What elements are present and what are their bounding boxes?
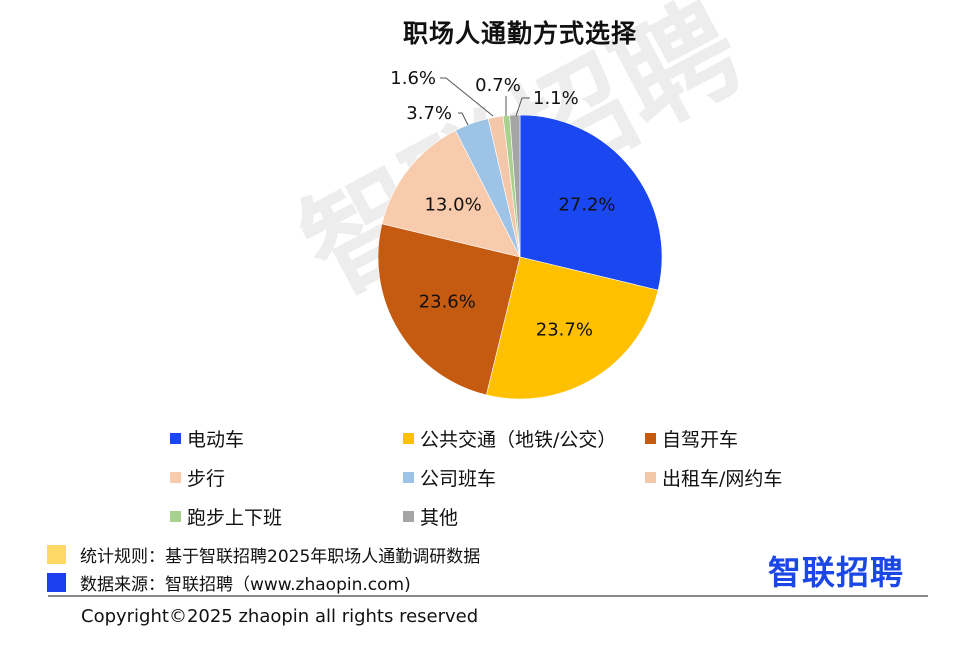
slice-label: 27.2% [558, 194, 615, 215]
slice-label: 23.6% [419, 291, 476, 312]
leader-line [440, 77, 494, 117]
legend-swatch [403, 433, 414, 444]
legend-item-ebike: 电动车 [170, 425, 244, 452]
slice-label: 1.1% [533, 88, 579, 109]
legend-swatch [645, 472, 656, 483]
pie-slice [486, 256, 659, 400]
legend-item-driving: 自驾开车 [645, 425, 738, 452]
leader-line [515, 97, 530, 117]
chart-title: 职场人通勤方式选择 [402, 19, 637, 48]
stat-rule-note: 统计规则：基于智联招聘2025年职场人通勤调研数据 [47, 542, 480, 567]
legend-swatch [170, 472, 181, 483]
legend-item-shuttle: 公司班车 [403, 464, 496, 491]
pie-slice [519, 114, 663, 291]
legend-item-walking: 步行 [170, 464, 225, 491]
pie-slice [509, 114, 521, 258]
legend-swatch [170, 433, 181, 444]
slice-label: 1.6% [390, 68, 436, 89]
legend-item-public-transit: 公共交通（地铁/公交） [403, 425, 616, 452]
copyright-text: Copyright©2025 zhaopin all rights reserv… [81, 606, 479, 627]
leader-line [458, 112, 469, 126]
legend-item-taxi: 出租车/网约车 [645, 464, 782, 491]
legend-swatch [170, 511, 181, 522]
legend-swatch [645, 433, 656, 444]
slice-label: 23.7% [536, 320, 593, 341]
legend-item-other: 其他 [403, 503, 458, 530]
legend-swatch [403, 511, 414, 522]
zhaopin-logo: 智联招聘 [768, 553, 904, 592]
slice-label: 0.7% [475, 75, 521, 96]
slice-label: 13.0% [424, 194, 481, 215]
data-source-note: 数据来源：智联招聘（www.zhaopin.com) [47, 570, 411, 595]
slice-label: 3.7% [406, 103, 452, 124]
yellow-square-icon [47, 545, 66, 564]
footer-divider [48, 595, 928, 597]
legend-swatch [403, 472, 414, 483]
pie-slice [381, 130, 521, 258]
blue-square-icon [47, 573, 66, 592]
legend-item-running: 跑步上下班 [170, 503, 282, 530]
pie-slice [377, 223, 521, 396]
